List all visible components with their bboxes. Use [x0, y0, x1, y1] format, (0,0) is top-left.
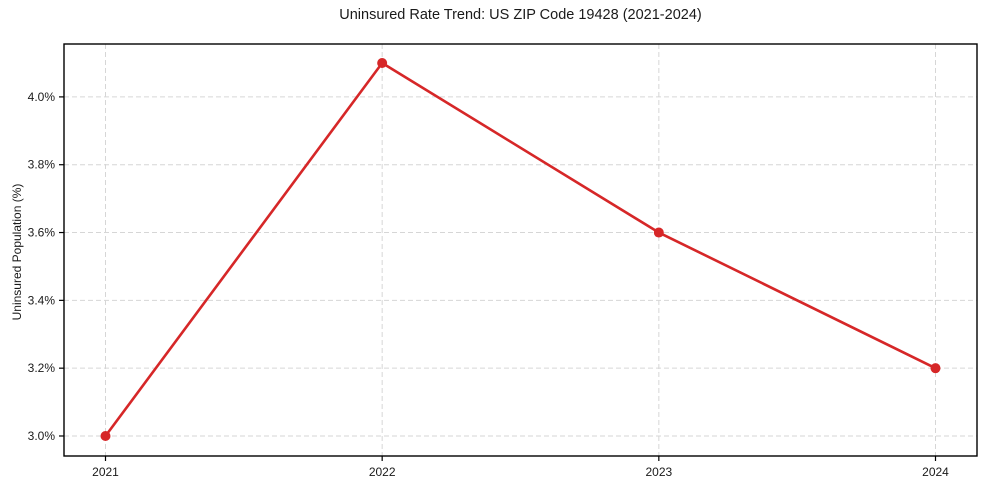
y-tick-label: 3.4% [28, 293, 56, 307]
data-point [930, 363, 941, 374]
y-tick-label: 3.6% [28, 226, 56, 240]
data-point [100, 430, 111, 441]
data-point [653, 227, 664, 238]
x-tick-label: 2021 [92, 465, 119, 479]
x-tick-label: 2022 [369, 465, 396, 479]
y-tick-label: 3.8% [28, 158, 56, 172]
data-point [377, 57, 388, 68]
y-tick-label: 4.0% [28, 90, 56, 104]
y-tick-label: 3.2% [28, 361, 56, 375]
chart-title: Uninsured Rate Trend: US ZIP Code 19428 … [339, 7, 702, 23]
x-tick-label: 2023 [645, 465, 672, 479]
trend-line [104, 61, 937, 438]
x-tick-label: 2024 [922, 465, 949, 479]
y-tick-label: 3.0% [28, 429, 56, 443]
plot-border [63, 43, 978, 457]
